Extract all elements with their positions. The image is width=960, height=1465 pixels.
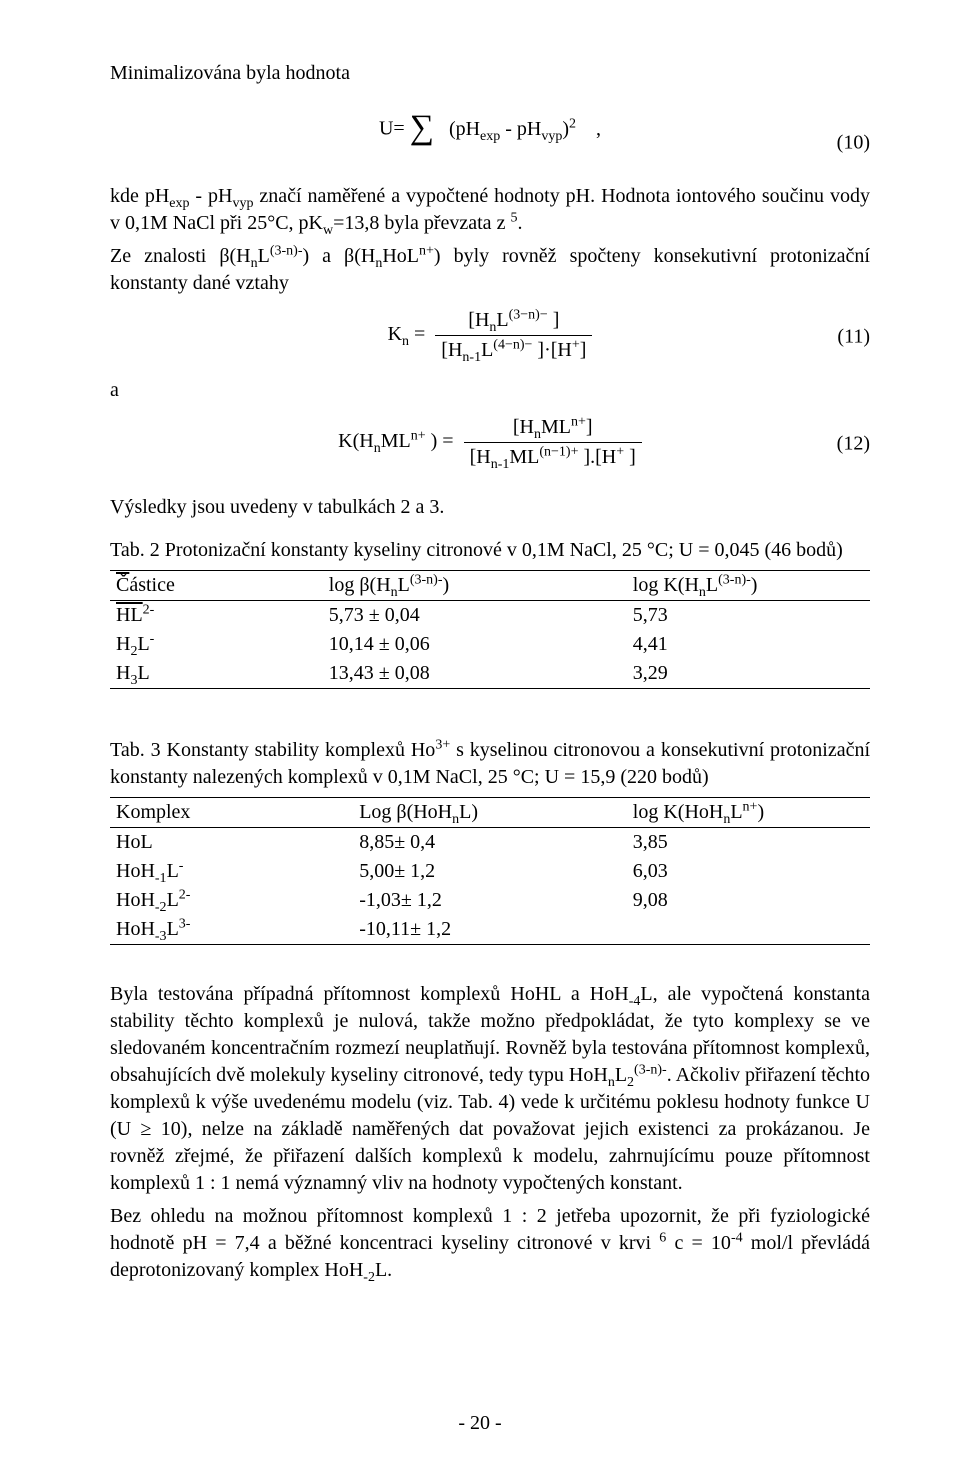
cell: 13,43 ± 0,08 [323,659,627,689]
cell: 5,73 [627,601,870,631]
intro-line-1: Minimalizována byla hodnota [110,60,870,87]
table-row: H3L 13,43 ± 0,08 3,29 [110,659,870,689]
eq11-lhs: Kn = [388,323,431,345]
table-3-header-row: Komplex Log β(HoHnL) log K(HoHnLn+) [110,798,870,828]
cell: HoH-1L- [110,857,353,886]
table-row: H2L- 10,14 ± 0,06 4,41 [110,630,870,659]
tab3-h1: Log β(HoHnL) [353,798,627,828]
equation-10: U= ∑ (pHexp - pHvyp)2 , (10) [110,113,870,173]
cell: HoH-3L3- [110,915,353,945]
table-row: HoH-3L3- -10,11± 1,2 [110,915,870,945]
tab3-caption: Tab. 3 Konstanty stability komplexů Ho3+… [110,737,870,791]
cell: -1,03± 1,2 [353,886,627,915]
conjunction-a: a [110,377,870,404]
tab3-h2: log K(HoHnLn+) [627,798,870,828]
equation-12: K(HnMLn+ ) = [HnMLn+] [Hn-1ML(n−1)+ ].[H… [110,414,870,474]
eq12-fraction: [HnMLn+] [Hn-1ML(n−1)+ ].[H+ ] [464,414,642,471]
cell: -10,11± 1,2 [353,915,627,945]
cell [627,915,870,945]
cell: H3L [110,659,323,689]
table-row: HL2- 5,73 ± 0,04 5,73 [110,601,870,631]
cell: HoH-2L2- [110,886,353,915]
cell: 3,85 [627,828,870,858]
sigma-symbol: ∑ [410,111,434,145]
cell: 8,85± 0,4 [353,828,627,858]
cell: HoL [110,828,353,858]
intro-line-2: kde pHexp - pHvyp značí naměřené a vypoč… [110,183,870,237]
tab2-caption: Tab. 2 Protonizační konstanty kyseliny c… [110,537,870,564]
cell: 4,41 [627,630,870,659]
cell: 6,03 [627,857,870,886]
results-line: Výsledky jsou uvedeny v tabulkách 2 a 3. [110,494,870,521]
page-number: - 20 - [0,1410,960,1437]
eq12-number: (12) [837,431,870,458]
eq11-number: (11) [837,324,870,351]
eq11-fraction: [HnL(3−n)− ] [Hn-1L(4−n)− ]·[H+] [435,307,592,364]
table-3: Komplex Log β(HoHnL) log K(HoHnLn+) HoL … [110,797,870,945]
table-row: HoH-2L2- -1,03± 1,2 9,08 [110,886,870,915]
cell: 9,08 [627,886,870,915]
eq12-lhs: K(HnMLn+ ) = [338,430,458,452]
equation-11: Kn = [HnL(3−n)− ] [Hn-1L(4−n)− ]·[H+] (1… [110,307,870,367]
cell: 5,73 ± 0,04 [323,601,627,631]
cell: 10,14 ± 0,06 [323,630,627,659]
cell: HL2- [110,601,323,631]
discussion-p2: Bez ohledu na možnou přítomnost komplexů… [110,1203,870,1284]
tab2-h2: log K(HnL(3-n)-) [627,571,870,601]
table-2: Částice log β(HnL(3-n)-) log K(HnL(3-n)-… [110,570,870,689]
table-2-header-row: Částice log β(HnL(3-n)-) log K(HnL(3-n)-… [110,571,870,601]
table-row: HoL 8,85± 0,4 3,85 [110,828,870,858]
eq10-number: (10) [837,130,870,157]
tab3-h0: Komplex [110,798,353,828]
eq10-lhs: U= [379,118,405,140]
cell: 3,29 [627,659,870,689]
cell: 5,00± 1,2 [353,857,627,886]
table-row: HoH-1L- 5,00± 1,2 6,03 [110,857,870,886]
intro-line-3: Ze znalosti β(HnL(3-n)-) a β(HnHoLn+) by… [110,243,870,297]
tab2-h0: Částice [110,571,323,601]
eq10-body: (pHexp - pHvyp)2 , [439,118,601,140]
tab2-h1: log β(HnL(3-n)-) [323,571,627,601]
cell: H2L- [110,630,323,659]
discussion-p1: Byla testována případná přítomnost kompl… [110,981,870,1197]
